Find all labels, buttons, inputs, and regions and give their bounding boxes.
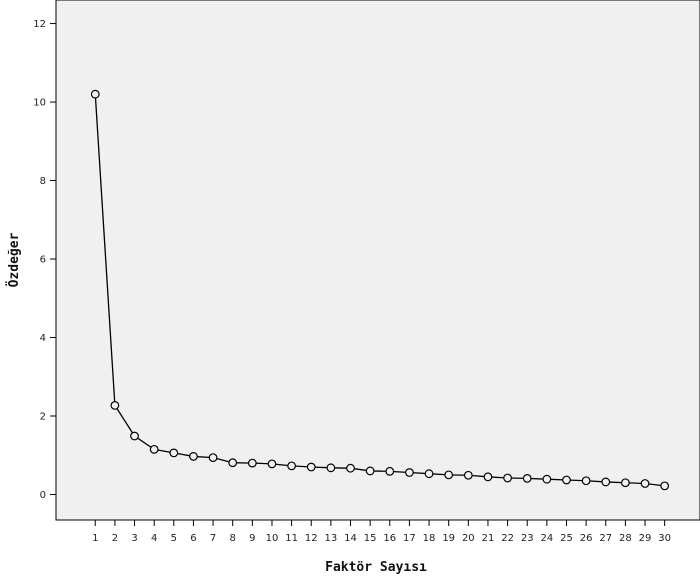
data-point — [267, 459, 277, 469]
x-tick-label: 29 — [639, 533, 652, 544]
y-tick-label: 12 — [33, 19, 46, 30]
data-point — [228, 458, 238, 468]
data-point — [326, 463, 336, 473]
x-tick-label: 4 — [151, 533, 157, 544]
data-point — [640, 479, 650, 488]
x-tick-label: 27 — [599, 533, 612, 544]
x-axis-title: Faktör Sayısı — [325, 560, 427, 575]
data-point — [306, 462, 316, 472]
data-point — [110, 401, 120, 410]
x-tick-label: 25 — [560, 533, 573, 544]
x-tick-label: 22 — [501, 533, 514, 544]
data-point — [346, 463, 355, 473]
x-tick-label: 14 — [344, 533, 357, 544]
x-tick-label: 18 — [423, 533, 436, 544]
x-tick-label: 8 — [230, 533, 236, 544]
data-point — [620, 478, 630, 488]
x-tick-label: 1 — [92, 533, 98, 544]
data-point — [542, 474, 552, 484]
y-axis: 0 2 4 6 8 10 12 — [33, 19, 56, 501]
y-tick-label: 6 — [40, 255, 46, 266]
data-point — [90, 89, 100, 99]
y-tick-label: 8 — [40, 176, 46, 187]
x-tick-label: 10 — [266, 533, 279, 544]
data-point — [130, 431, 139, 441]
x-tick-label: 5 — [171, 533, 177, 544]
x-tick-label: 16 — [383, 533, 396, 544]
x-tick-label: 13 — [325, 533, 338, 544]
series-group — [90, 89, 670, 491]
data-point — [149, 444, 159, 454]
y-tick-label: 2 — [40, 412, 46, 423]
x-tick-label: 23 — [521, 533, 534, 544]
y-tick-label: 10 — [33, 98, 46, 109]
x-tick-label: 28 — [619, 533, 632, 544]
x-tick-label: 9 — [249, 533, 255, 544]
x-tick-label: 2 — [112, 533, 118, 544]
x-tick-label: 12 — [305, 533, 318, 544]
data-point — [601, 477, 611, 487]
x-tick-label: 15 — [364, 533, 377, 544]
data-point — [169, 448, 179, 458]
y-tick-label: 4 — [40, 333, 46, 344]
data-point — [189, 452, 198, 461]
data-point — [385, 466, 395, 476]
data-point — [365, 466, 375, 476]
x-tick-label: 6 — [190, 533, 196, 544]
data-point — [424, 469, 434, 479]
x-axis: 1 2 3 4 5 6 7 8 9 10 11 12 13 14 15 16 17 18 19 20 21 22 23 24 2… — [92, 520, 671, 544]
data-point — [503, 473, 512, 483]
x-tick-label: 24 — [540, 533, 553, 544]
data-point — [562, 475, 571, 485]
x-tick-label: 20 — [462, 533, 475, 544]
data-point — [660, 481, 670, 491]
data-point — [287, 461, 297, 471]
x-tick-label: 11 — [285, 533, 298, 544]
plot-background — [55, 0, 700, 521]
data-point — [483, 472, 493, 482]
x-tick-label: 26 — [580, 533, 593, 544]
data-point — [405, 468, 414, 477]
x-tick-label: 17 — [403, 533, 416, 544]
data-point — [444, 470, 454, 480]
x-tick-label: 3 — [131, 533, 137, 544]
x-tick-label: 21 — [482, 533, 495, 544]
data-point — [522, 474, 532, 483]
data-point — [463, 470, 473, 480]
x-tick-label: 30 — [658, 533, 671, 544]
data-point — [208, 453, 218, 463]
y-tick-label: 0 — [40, 490, 46, 501]
data-point — [581, 476, 591, 486]
x-tick-label: 7 — [210, 533, 216, 544]
data-point — [247, 458, 257, 468]
x-tick-label: 19 — [442, 533, 455, 544]
y-axis-title: Özdeğer — [6, 232, 22, 287]
